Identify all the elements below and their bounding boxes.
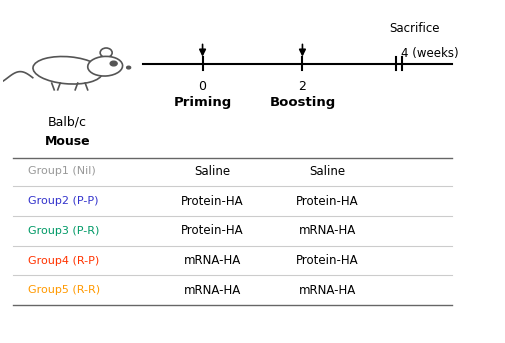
- Text: Saline: Saline: [194, 165, 231, 178]
- Text: 4 (weeks): 4 (weeks): [401, 47, 459, 60]
- Text: Saline: Saline: [310, 165, 345, 178]
- Text: Mouse: Mouse: [45, 135, 90, 149]
- Text: Protein-HA: Protein-HA: [296, 254, 359, 267]
- Text: mRNA-HA: mRNA-HA: [299, 284, 356, 297]
- Text: mRNA-HA: mRNA-HA: [184, 284, 241, 297]
- Text: Group1 (Nil): Group1 (Nil): [28, 166, 95, 177]
- Text: Priming: Priming: [173, 96, 232, 109]
- Text: 0: 0: [198, 80, 207, 93]
- Text: Group5 (R-R): Group5 (R-R): [28, 285, 100, 295]
- Text: Protein-HA: Protein-HA: [181, 224, 244, 237]
- Circle shape: [127, 66, 131, 69]
- Text: 2: 2: [298, 80, 307, 93]
- Text: Group3 (P-R): Group3 (P-R): [28, 226, 99, 236]
- Text: Sacrifice: Sacrifice: [389, 22, 440, 35]
- Text: Group4 (R-P): Group4 (R-P): [28, 256, 99, 265]
- Text: Balb/c: Balb/c: [48, 116, 87, 129]
- Circle shape: [110, 61, 117, 66]
- Text: Protein-HA: Protein-HA: [181, 195, 244, 208]
- Ellipse shape: [88, 56, 123, 76]
- Text: Boosting: Boosting: [269, 96, 335, 109]
- Ellipse shape: [33, 57, 103, 84]
- Text: mRNA-HA: mRNA-HA: [184, 254, 241, 267]
- Text: Protein-HA: Protein-HA: [296, 195, 359, 208]
- Ellipse shape: [100, 48, 112, 57]
- Text: Group2 (P-P): Group2 (P-P): [28, 196, 98, 206]
- Text: mRNA-HA: mRNA-HA: [299, 224, 356, 237]
